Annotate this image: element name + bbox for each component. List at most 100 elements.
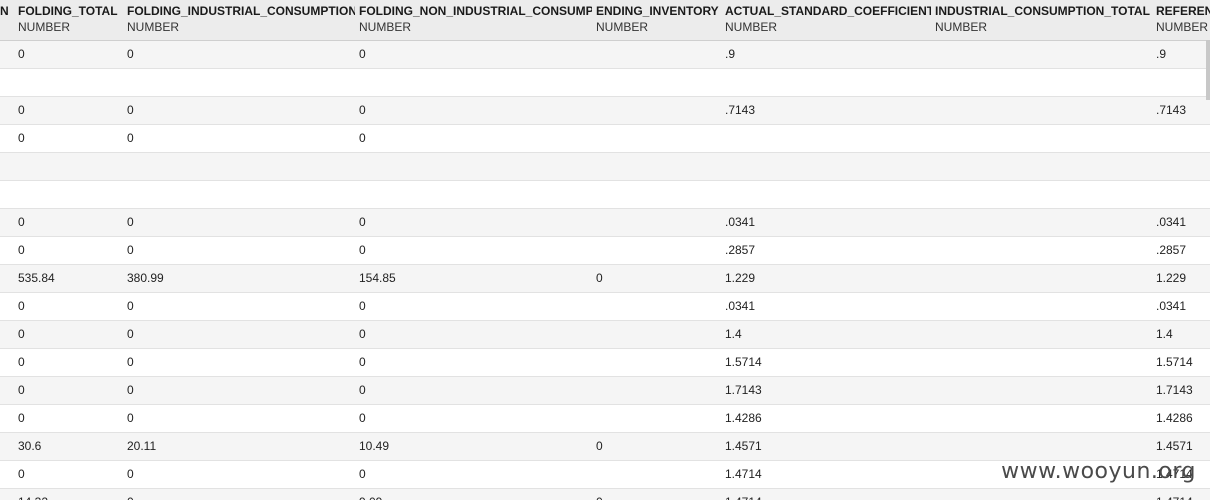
- table-cell[interactable]: 30.6: [18, 439, 42, 453]
- table-cell[interactable]: [596, 69, 721, 96]
- table-cell[interactable]: 1.4571: [725, 439, 762, 453]
- table-row[interactable]: [0, 153, 1210, 181]
- table-cell[interactable]: [0, 41, 12, 68]
- table-cell[interactable]: [0, 153, 12, 180]
- table-cell[interactable]: 20.11: [127, 439, 157, 453]
- table-cell[interactable]: 0: [127, 299, 134, 313]
- table-cell[interactable]: 1.4286: [1156, 411, 1193, 425]
- table-cell[interactable]: 1.4714: [1156, 489, 1210, 500]
- table-cell[interactable]: 0: [127, 215, 134, 229]
- table-cell[interactable]: 0: [127, 243, 134, 257]
- table-cell[interactable]: [0, 321, 12, 348]
- table-cell[interactable]: 1.4714: [1156, 467, 1193, 481]
- vertical-scrollbar[interactable]: [1206, 40, 1210, 100]
- table-cell[interactable]: 10.49: [359, 439, 390, 453]
- table-cell[interactable]: [359, 153, 592, 180]
- table-row[interactable]: 0 0 0 .0341 .0341: [0, 293, 1210, 321]
- table-cell[interactable]: [596, 461, 721, 488]
- table-cell[interactable]: 0: [359, 383, 366, 397]
- table-cell[interactable]: [0, 69, 12, 96]
- table-cell[interactable]: .7143: [725, 103, 756, 117]
- table-cell[interactable]: 0: [596, 489, 721, 500]
- table-cell[interactable]: [0, 433, 12, 460]
- table-row[interactable]: 0 0 0: [0, 125, 1210, 153]
- table-cell[interactable]: 0: [18, 243, 25, 257]
- table-cell[interactable]: 0: [359, 327, 366, 341]
- table-cell[interactable]: 0: [359, 299, 366, 313]
- table-cell[interactable]: 0: [18, 103, 25, 117]
- table-cell[interactable]: [935, 265, 1152, 292]
- table-cell[interactable]: 14.32: [18, 489, 124, 500]
- table-cell[interactable]: 0: [127, 411, 134, 425]
- table-cell[interactable]: 1.7143: [725, 383, 762, 397]
- table-row[interactable]: 0 0 0 1.4 1.4: [0, 321, 1210, 349]
- table-cell[interactable]: [18, 69, 124, 96]
- table-cell[interactable]: [0, 181, 12, 208]
- table-cell[interactable]: [1156, 153, 1210, 180]
- table-cell[interactable]: [596, 125, 721, 152]
- column-header[interactable]: INDUSTRIAL_CONSUMPTION_TOTAL NUMBER: [935, 0, 1152, 40]
- table-cell[interactable]: [935, 237, 1152, 264]
- table-cell[interactable]: [18, 181, 124, 208]
- table-cell[interactable]: .2857: [1156, 243, 1187, 257]
- table-cell[interactable]: [935, 433, 1152, 460]
- table-cell[interactable]: 0: [18, 299, 25, 313]
- table-cell[interactable]: [596, 181, 721, 208]
- table-cell[interactable]: 0: [127, 131, 134, 145]
- table-cell[interactable]: 0: [18, 355, 25, 369]
- table-cell[interactable]: [0, 377, 12, 404]
- table-cell[interactable]: [1156, 69, 1210, 96]
- table-cell[interactable]: [596, 97, 721, 124]
- column-header[interactable]: REFERENT NUMBER: [1156, 0, 1210, 40]
- table-cell[interactable]: [935, 405, 1152, 432]
- table-cell[interactable]: [127, 153, 355, 180]
- table-cell[interactable]: 535.84: [18, 271, 55, 285]
- table-cell[interactable]: 0: [596, 271, 603, 285]
- table-cell[interactable]: 1.4571: [1156, 439, 1193, 453]
- table-cell[interactable]: .9: [725, 47, 736, 61]
- table-cell[interactable]: 0: [596, 439, 603, 453]
- table-cell[interactable]: [935, 293, 1152, 320]
- table-cell[interactable]: 0: [18, 467, 25, 481]
- table-cell[interactable]: [1156, 125, 1210, 152]
- table-cell[interactable]: 0: [359, 103, 366, 117]
- table-cell[interactable]: 0: [18, 327, 25, 341]
- table-cell[interactable]: [0, 97, 12, 124]
- table-cell[interactable]: [596, 293, 721, 320]
- column-header[interactable]: FOLDING_NON_INDUSTRIAL_CONSUMP NUMBER: [359, 0, 592, 40]
- table-cell[interactable]: 380.99: [127, 271, 164, 285]
- table-cell[interactable]: 1.229: [725, 271, 756, 285]
- table-cell[interactable]: 0: [359, 411, 366, 425]
- table-cell[interactable]: 0: [127, 103, 134, 117]
- table-cell[interactable]: [935, 97, 1152, 124]
- table-cell[interactable]: [359, 181, 592, 208]
- table-cell[interactable]: [935, 349, 1152, 376]
- table-row[interactable]: 30.6 20.11 10.49 0 1.4571 1.4571: [0, 433, 1210, 461]
- table-row[interactable]: [0, 181, 1210, 209]
- table-cell[interactable]: 0: [18, 47, 25, 61]
- table-cell[interactable]: [0, 405, 12, 432]
- table-cell[interactable]: [725, 125, 931, 152]
- table-cell[interactable]: [725, 69, 931, 96]
- table-cell[interactable]: .0341: [1156, 215, 1187, 229]
- table-cell[interactable]: 1.4714: [725, 467, 762, 481]
- table-cell[interactable]: 0: [18, 383, 25, 397]
- table-cell[interactable]: 1.4714: [725, 489, 931, 500]
- table-row[interactable]: 0 0 0 1.4714 1.4714: [0, 461, 1210, 489]
- table-cell[interactable]: [0, 265, 12, 292]
- table-cell[interactable]: [0, 461, 12, 488]
- table-cell[interactable]: 1.4286: [725, 411, 762, 425]
- table-cell[interactable]: [935, 321, 1152, 348]
- table-cell[interactable]: 1.5714: [725, 355, 762, 369]
- table-cell[interactable]: [127, 181, 355, 208]
- table-cell[interactable]: 154.85: [359, 271, 396, 285]
- table-cell[interactable]: 0: [127, 467, 134, 481]
- table-row[interactable]: [0, 69, 1210, 97]
- table-cell[interactable]: [0, 489, 12, 500]
- table-cell[interactable]: 1.4: [1156, 327, 1173, 341]
- table-cell[interactable]: [935, 125, 1152, 152]
- table-row[interactable]: 0 0 0 1.5714 1.5714: [0, 349, 1210, 377]
- table-cell[interactable]: 1.7143: [1156, 383, 1193, 397]
- table-cell[interactable]: [0, 237, 12, 264]
